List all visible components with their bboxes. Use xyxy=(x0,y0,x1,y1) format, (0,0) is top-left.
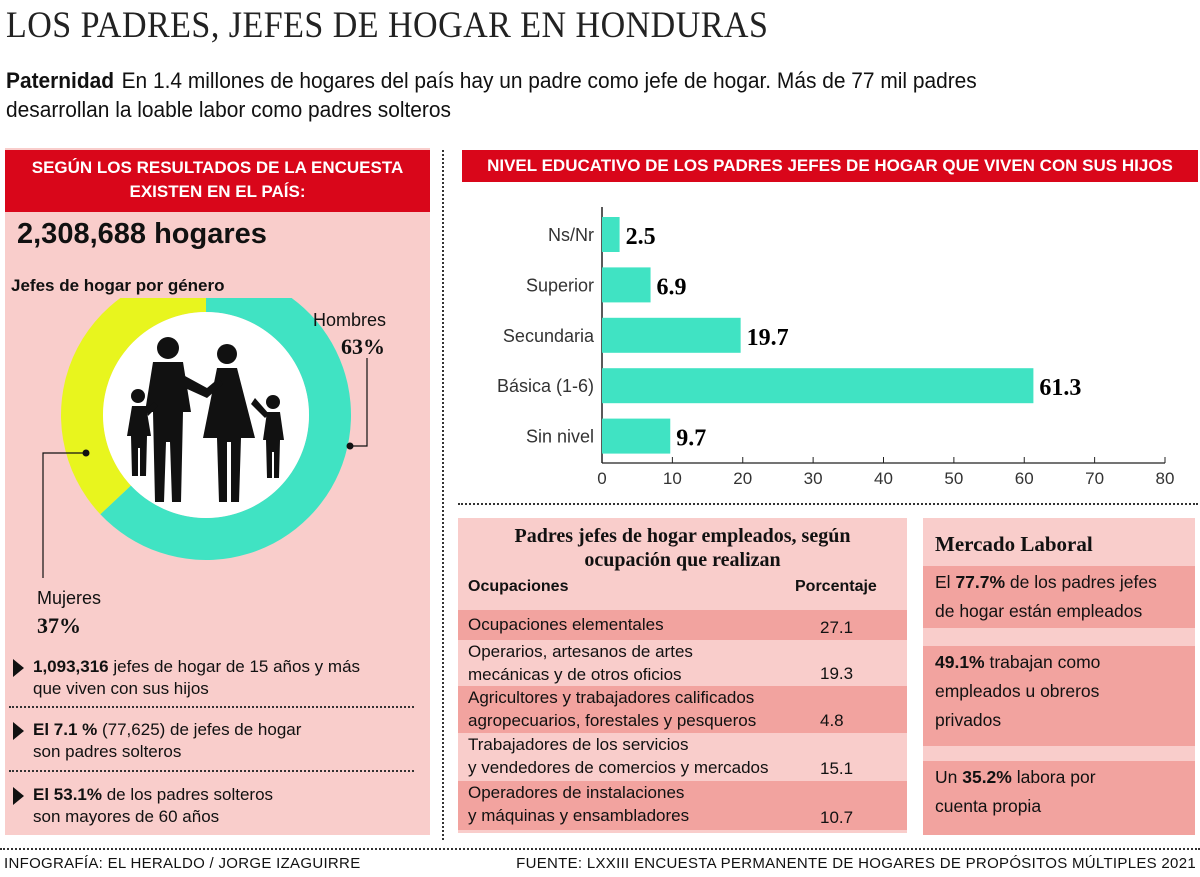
pct-hombres: 63% xyxy=(341,334,385,359)
bullet-item: El 53.1% de los padres solteros son mayor… xyxy=(11,784,421,828)
header-line: SEGÚN LOS RESULTADOS DE LA ENCUESTA xyxy=(31,158,404,177)
table-title: Padres jefes de hogar empleados, según oc… xyxy=(514,525,851,571)
label-hombres: Hombres xyxy=(313,310,387,330)
category-label: Secundaria xyxy=(503,326,595,346)
occupation-name-2: y máquinas y ensambladores xyxy=(468,806,690,825)
bar-value-label: 9.7 xyxy=(676,426,706,452)
occupation-name-2: agropecuarios, forestales y pesqueros xyxy=(468,711,757,730)
x-tick-label: 0 xyxy=(597,469,606,488)
table-row: Operarios, artesanos de artes mecánicas y… xyxy=(458,640,907,686)
bar-value-label: 6.9 xyxy=(657,274,687,300)
survey-header: SEGÚN LOS RESULTADOS DE LA ENCUESTA EXIS… xyxy=(5,150,430,212)
donut-title: Jefes de hogar por género xyxy=(11,276,225,295)
occupation-name: Operadores de instalaciones xyxy=(468,783,685,802)
leader-dot xyxy=(82,449,90,457)
bar-0 xyxy=(602,217,620,252)
subtitle-text-2: desarrollan la loable labor como padres … xyxy=(6,97,451,122)
category-label: Básica (1-6) xyxy=(497,376,594,396)
x-tick-label: 70 xyxy=(1085,469,1104,488)
leader-line xyxy=(350,358,368,447)
source: FUENTE: LXXIII ENCUESTA PERMANENTE DE HO… xyxy=(516,855,1196,872)
bullet-item: 1,093,316 jefes de hogar de 15 años y má… xyxy=(11,656,421,700)
occupation-value: 19.3 xyxy=(820,664,854,683)
occupation-name: Agricultores y trabajadores calificados xyxy=(468,688,755,707)
occupation-value: 10.7 xyxy=(820,808,854,827)
occupation-name-2: y vendedores de comercios y mercados xyxy=(468,758,769,777)
occupation-value: 27.1 xyxy=(820,618,854,637)
x-tick-label: 50 xyxy=(944,469,963,488)
divider xyxy=(458,503,1198,505)
x-tick-label: 30 xyxy=(804,469,823,488)
education-header: NIVEL EDUCATIVO DE LOS PADRES JEFES DE H… xyxy=(462,150,1198,182)
stat-box: Un 35.2% labora por cuenta propia xyxy=(923,761,1195,835)
mercado-laboral-panel: Mercado Laboral El 77.7% de los padres j… xyxy=(923,518,1195,835)
gender-donut-chart xyxy=(42,298,368,578)
category-label: Sin nivel xyxy=(526,427,594,447)
occupation-value: 15.1 xyxy=(820,759,854,778)
divider xyxy=(9,770,414,772)
leader-dot xyxy=(346,442,354,450)
donut-slice-hombres xyxy=(100,298,352,560)
footer-divider xyxy=(0,848,1200,850)
bar-2 xyxy=(602,317,741,353)
x-tick-label: 80 xyxy=(1156,469,1175,488)
survey-panel: SEGÚN LOS RESULTADOS DE LA ENCUESTA EXIS… xyxy=(5,148,430,835)
credit: INFOGRAFÍA: EL HERALDO / JORGE IZAGUIRRE xyxy=(4,855,361,872)
stat-box: 49.1% trabajan como empleados u obreros pr… xyxy=(923,646,1195,746)
subtitle: Paternidad En 1.4 millones de hogares del… xyxy=(6,66,1137,124)
family-icon xyxy=(127,337,284,502)
occupation-name-2: mecánicas y de otros oficios xyxy=(468,665,682,684)
table-row: Trabajadores de los servicios y vendedore… xyxy=(458,733,907,781)
bar-3 xyxy=(602,368,1034,404)
occupation-table: Padres jefes de hogar empleados, según oc… xyxy=(458,518,907,833)
bar-4 xyxy=(602,418,671,454)
subtitle-lead: Paternidad xyxy=(6,68,115,93)
x-tick-label: 40 xyxy=(874,469,893,488)
occupation-name: Trabajadores de los servicios xyxy=(468,735,689,754)
table-row: Operadores de instalaciones y máquinas y … xyxy=(458,781,907,830)
occupation-value: 4.8 xyxy=(820,711,844,730)
table-row: Ocupaciones elementales 27.1 xyxy=(458,610,907,640)
education-bar-chart: Ns/Nr 2.5 Superior 6.9 Secundaria 19.7 Básica … xyxy=(497,207,1175,488)
table-row: Agricultores y trabajadores calificados a… xyxy=(458,686,907,733)
bar-1 xyxy=(602,267,651,303)
page-title: LOS PADRES, JEFES DE HOGAR EN HONDURAS xyxy=(6,5,769,46)
label-mujeres: Mujeres xyxy=(37,588,102,608)
header-line: EXISTEN EN EL PAÍS: xyxy=(129,182,306,201)
total-households: 2,308,688 hogares xyxy=(17,218,267,250)
vertical-divider xyxy=(442,150,444,840)
mercado-title: Mercado Laboral xyxy=(935,532,1093,556)
col-header-porcentaje: Porcentaje xyxy=(795,578,877,595)
donut-slice-mujeres xyxy=(61,298,206,515)
bar-value-label: 19.7 xyxy=(747,325,789,351)
divider xyxy=(9,706,414,708)
col-header-ocupaciones: Ocupaciones xyxy=(468,578,569,595)
x-tick-label: 60 xyxy=(1015,469,1034,488)
occupation-name: Ocupaciones elementales xyxy=(468,615,664,634)
x-tick-label: 20 xyxy=(733,469,752,488)
bar-value-label: 61.3 xyxy=(1039,375,1081,401)
category-label: Ns/Nr xyxy=(548,225,594,245)
subtitle-text: En 1.4 millones de hogares del país hay … xyxy=(121,68,977,93)
pct-mujeres: 37% xyxy=(37,613,81,638)
x-tick-label: 10 xyxy=(663,469,682,488)
leader-line xyxy=(42,452,86,578)
stat-box: El 77.7% de los padres jefes de hogar est… xyxy=(923,566,1195,628)
bullet-item: El 7.1 % (77,625) de jefes de hogar son p… xyxy=(11,719,421,763)
category-label: Superior xyxy=(526,275,594,295)
occupation-name: Operarios, artesanos de artes xyxy=(468,642,693,661)
bar-value-label: 2.5 xyxy=(626,224,656,250)
